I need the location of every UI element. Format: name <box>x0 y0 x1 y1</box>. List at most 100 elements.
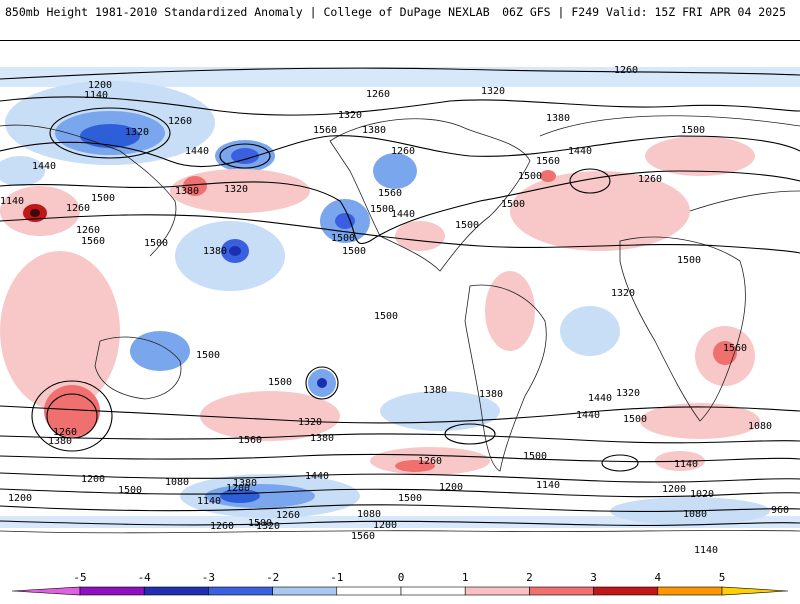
colorbar-swatch <box>400 586 466 596</box>
contour-label: 1560 <box>238 435 262 446</box>
colorbar-swatch <box>657 586 723 596</box>
coastlines <box>0 115 800 534</box>
contour-label: 1320 <box>616 388 640 399</box>
anomaly-positive <box>183 176 207 196</box>
colorbar-swatch <box>79 586 145 596</box>
colorbar-tick-label: 1 <box>462 571 469 584</box>
contour-line <box>305 366 339 400</box>
contour-label: 1500 <box>681 125 705 136</box>
anomaly-negative <box>335 213 355 229</box>
colorbar-swatches <box>11 586 789 596</box>
contour-label: 1260 <box>638 174 662 185</box>
contour-label: 1500 <box>118 485 142 496</box>
contour-label: 1260 <box>418 456 442 467</box>
contour-label: 1560 <box>81 236 105 247</box>
contour-line <box>0 67 800 80</box>
map-header: 850mb Height 1981-2010 Standardized Anom… <box>0 0 800 22</box>
colorbar-swatch <box>143 586 209 596</box>
contour-label: 1380 <box>203 246 227 257</box>
anomaly-positive <box>0 251 120 411</box>
contour-line <box>31 380 113 452</box>
contour-label: 1200 <box>8 493 32 504</box>
contour-label: 1500 <box>623 414 647 425</box>
anomaly-positive <box>485 271 535 351</box>
anomaly-positive <box>395 460 435 472</box>
anomaly-negative <box>229 246 241 256</box>
contour-label: 1500 <box>518 171 542 182</box>
contour-label: 1380 <box>175 186 199 197</box>
anomaly-positive <box>395 221 445 251</box>
contour-line <box>219 143 271 169</box>
anomaly-positive <box>170 169 310 213</box>
anomaly-negative <box>220 489 260 503</box>
contour-line <box>444 423 496 445</box>
contour-label: 1320 <box>298 417 322 428</box>
contour-label: 1560 <box>723 343 747 354</box>
colorbar: -5 -4 -3 -2 -1 0 1 2 3 4 5 <box>0 567 800 600</box>
colorbar-tick-label: -1 <box>330 571 343 584</box>
height-contours <box>0 67 800 526</box>
colorbar-tick-label: 0 <box>398 571 405 584</box>
contour-label: 1500 <box>268 377 292 388</box>
colorbar-swatch <box>464 586 530 596</box>
contour-label: 1200 <box>662 484 686 495</box>
anomaly-positive <box>510 171 690 251</box>
contour-label: 1500 <box>370 204 394 215</box>
contour-label: 1500 <box>523 451 547 462</box>
contour-label: 1140 <box>536 480 560 491</box>
contour-label: 1080 <box>748 421 772 432</box>
contour-label: 1320 <box>125 127 149 138</box>
anomaly-negative <box>373 153 417 189</box>
contour-label: 1500 <box>91 193 115 204</box>
contour-label: 1320 <box>611 288 635 299</box>
colorbar-swatch <box>272 586 338 596</box>
contour-label: 1380 <box>423 385 447 396</box>
contour-label: 1500 <box>248 518 272 529</box>
contour-label: 1080 <box>357 509 381 520</box>
contour-label: 1500 <box>331 233 355 244</box>
contour-label: 1500 <box>677 255 701 266</box>
contour-line <box>0 488 800 498</box>
contour-label: 1440 <box>391 209 415 220</box>
contour-label: 1260 <box>66 203 90 214</box>
contour-label: 1500 <box>196 350 220 361</box>
contour-label: 1200 <box>439 482 463 493</box>
colorbar-swatch <box>336 586 402 596</box>
contour-label: 1440 <box>185 146 209 157</box>
south-america-outline <box>464 284 547 472</box>
contour-line <box>0 504 800 512</box>
colorbar-tick-label: 4 <box>654 571 661 584</box>
contour-label: 1140 <box>694 545 718 556</box>
contour-label: 1500 <box>501 199 525 210</box>
anomaly-negative <box>0 156 45 186</box>
contour-label: 1200 <box>226 483 250 494</box>
contour-label: 1140 <box>674 459 698 470</box>
anomaly-negative <box>560 306 620 356</box>
contour-line <box>0 135 800 168</box>
contour-label: 1380 <box>362 125 386 136</box>
contour-label: 1020 <box>690 489 714 500</box>
contour-label: 1080 <box>165 477 189 488</box>
contour-label: 1320 <box>224 184 248 195</box>
contour-label: 1440 <box>568 146 592 157</box>
anomaly-positive <box>200 391 340 441</box>
contour-line <box>0 214 800 254</box>
contour-label: 1260 <box>53 427 77 438</box>
eurasia-outline <box>0 115 800 257</box>
contour-label: 1140 <box>0 196 24 207</box>
negative-anomalies <box>0 81 770 525</box>
contour-line <box>0 472 800 483</box>
contour-line <box>569 168 611 194</box>
anomaly-positive <box>540 170 556 182</box>
colorbar-tick-label: 3 <box>590 571 597 584</box>
contour-label: 1380 <box>48 436 72 447</box>
contour-label: 1500 <box>455 220 479 231</box>
colorbar-canvas: -5 -4 -3 -2 -1 0 1 2 3 4 5 <box>11 571 789 596</box>
contour-label: 1380 <box>546 113 570 124</box>
africa-outline <box>619 236 746 422</box>
antarctica-outline <box>0 530 800 534</box>
contour-line <box>0 170 800 244</box>
contour-label: 1500 <box>374 311 398 322</box>
colorbar-tick-label: 5 <box>719 571 726 584</box>
